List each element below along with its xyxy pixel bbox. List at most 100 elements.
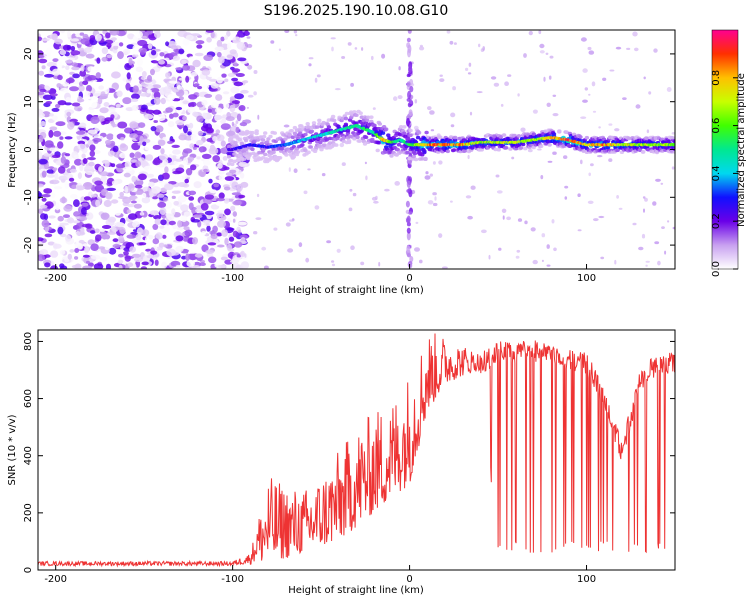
spectrogram-noise-cell [591,81,596,87]
colorbar: 0.0 0.2 0.4 0.6 0.8 Normalized spectral ampl… [711,29,747,277]
spectrogram-noise-cell [644,197,648,202]
spectrogram-noise-cell [664,250,667,255]
spectrogram-noise-cell [171,208,176,216]
spectrogram-noise-cell [78,47,84,51]
spectrogram-noise-cell [38,91,45,96]
spectrogram-noise-cell [213,183,220,188]
spectrogram-noise-cell [60,87,69,93]
spectrogram-noise-cell [220,215,227,221]
spectrogram-noise-cell [210,87,218,92]
spectrogram-noise-cell [495,174,500,178]
spectrogram-noise-cell [46,47,52,55]
spectrogram-noise-cell [67,217,74,224]
spectrogram-noise-cell [192,59,201,68]
spectrogram-noise-cell [231,192,241,196]
spectrogram-noise-cell [289,219,294,222]
spectrogram-noise-cell [622,97,627,100]
spectrogram-noise-cell [138,242,147,246]
spectrogram-ridge-cell [498,135,504,139]
spectrogram-noise-cell [125,82,131,91]
spectrogram-noise-cell [101,225,112,229]
spectrogram-noise-cell [69,249,75,253]
spectrogram-noise-cell [118,63,125,71]
spectrogram-noise-cell [90,254,101,260]
spectrogram-noise-cell [153,215,162,220]
spectrogram-noise-cell [532,259,538,265]
spectrogram-noise-cell [326,240,331,244]
spectrogram-ridge-cell [305,122,310,126]
colorbar-tick-label: 0.2 [711,213,722,229]
spectrogram-noise-cell [135,30,144,39]
spectrogram-noise-cell [517,218,523,222]
spectrogram-noise-cell [120,137,125,141]
spectrogram-noise-cell [242,80,249,84]
snr-x-tick-label: 100 [577,574,596,585]
spectrogram-ridge-cell [369,119,374,124]
spectrogram-ridge-cell [398,125,404,129]
spectrogram-noise-cell [182,64,191,71]
spectrogram-noise-cell [372,107,376,110]
spectrogram-noise-cell [49,147,59,152]
spectrogram-noise-cell [298,242,303,248]
spectrogram-noise-cell [38,30,43,34]
spectrogram-noise-cell [577,229,582,232]
spectrogram-noise-cell [132,85,139,93]
spectrogram-noise-cell [201,69,211,76]
spectrogram-noise-cell [230,205,236,212]
spectrogram-noise-cell [183,125,188,134]
spectrogram-noise-cell [671,166,675,170]
spectrogram-noise-cell [196,139,204,146]
spectrogram-noise-cell [106,133,114,140]
spectrogram-noise-cell [224,176,235,181]
spectrogram-noise-cell [203,54,214,61]
spectrogram-noise-cell [185,253,190,261]
spectrogram-noise-cell [49,113,54,117]
spectrogram-noise-cell [50,250,59,258]
spectrogram-ridge-cell [493,147,498,152]
spectrogram-ridge-cell [354,113,359,117]
spectrogram-ridge-cell [295,150,301,154]
spectrogram-noise-cell [257,114,260,120]
spectrogram-noise-cell [238,161,248,167]
spectrogram-noise-cell [70,50,81,56]
spectrogram-noise-cell [163,30,170,36]
spectrogram-noise-cell [232,230,239,238]
spectrogram-noise-cell [657,260,661,266]
spectrogram-noise-cell [44,233,53,238]
spectrogram-noise-cell [222,156,228,161]
spectrogram-noise-cell [643,208,645,213]
spectrogram-noise-cell [90,194,97,198]
spectrogram-noise-cell [122,97,132,105]
spectrogram-streak-cell [408,65,413,74]
spectrogram-noise-cell [350,245,355,250]
spectrogram-noise-cell [79,32,85,36]
spectrogram-noise-cell [152,196,158,200]
spectrogram-noise-cell [157,201,167,208]
spectrogram-noise-cell [350,82,354,87]
spectrogram-noise-cell [488,254,491,260]
spectrogram-noise-cell [84,233,91,239]
spectrogram-noise-cell [59,249,66,255]
spectrogram-streak-cell [406,231,411,241]
spectrogram-ridge-cell [306,125,311,129]
spectrogram-noise-cell [235,73,245,77]
colorbar-tick-label: 0.6 [711,118,722,134]
spectrogram-ridge-cell [243,147,249,151]
spectrogram-noise-cell [210,101,219,109]
spectrogram-noise-cell [129,246,137,253]
snr-series-line [38,333,675,568]
spectrogram-noise-cell [661,226,665,230]
spectrogram-noise-cell [216,232,223,237]
spectrogram-noise-cell [217,170,225,175]
spectrogram-noise-cell [160,219,167,226]
spectrogram-streak-cell [406,227,411,234]
spectrogram-ridge-cell [363,135,369,140]
spectrogram-noise-cell [82,265,92,269]
spectrogram-noise-cell [152,144,162,150]
spectrogram-noise-cell [73,211,81,217]
spectrogram-noise-cell [220,140,226,147]
spectrogram-noise-cell [137,58,143,66]
spectrogram-noise-cell [131,175,137,183]
spectrogram-noise-cell [236,254,241,258]
spectrogram-noise-cell [187,131,192,136]
